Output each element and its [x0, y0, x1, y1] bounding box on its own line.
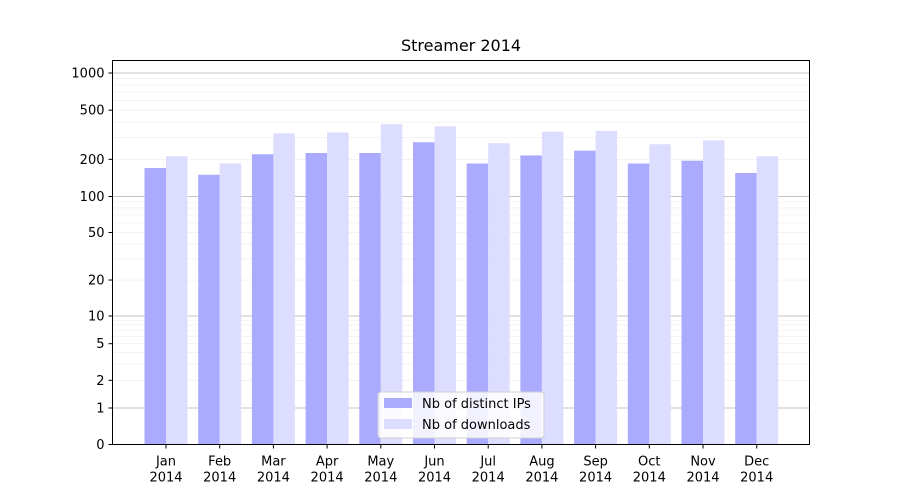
x-tick-label-month: May — [367, 455, 394, 470]
x-tick-label-year: 2014 — [740, 471, 773, 486]
y-tick-label: 20 — [88, 274, 105, 289]
x-tick-label-year: 2014 — [686, 471, 719, 486]
bar-distinct-ips — [735, 172, 757, 445]
bar-downloads — [273, 133, 295, 445]
bar-distinct-ips — [574, 150, 596, 445]
bar-distinct-ips — [198, 174, 220, 445]
x-tick-label-month: Jan — [155, 455, 176, 470]
bar-distinct-ips — [305, 153, 328, 445]
bar-downloads — [595, 130, 618, 445]
bar-downloads — [434, 126, 456, 445]
x-tick-label-month: Feb — [208, 455, 231, 470]
bar-distinct-ips — [413, 142, 435, 445]
y-tick-label: 5 — [96, 337, 104, 352]
x-tick-label-month: Nov — [690, 455, 716, 470]
y-tick-label: 200 — [80, 153, 105, 168]
y-tick-label: 50 — [88, 226, 105, 241]
y-tick-label: 100 — [80, 190, 105, 205]
y-tick-label: 1000 — [71, 67, 104, 82]
x-tick-label-month: Apr — [316, 455, 339, 470]
bar-downloads — [541, 131, 564, 445]
y-tick-label: 1 — [96, 402, 104, 417]
bar-downloads — [166, 156, 188, 445]
y-tick-label: 10 — [88, 310, 105, 325]
bar-downloads — [649, 144, 671, 445]
x-tick-label-year: 2014 — [149, 471, 182, 486]
legend: Nb of distinct IPs Nb of downloads — [377, 391, 545, 439]
bar-distinct-ips — [359, 153, 381, 445]
x-tick-label-year: 2014 — [418, 471, 451, 486]
bar-downloads — [756, 156, 779, 445]
legend-swatch — [384, 398, 412, 408]
bars-layer — [144, 124, 779, 445]
legend-box — [377, 391, 545, 439]
bar-distinct-ips — [681, 160, 703, 445]
x-tick-label-month: Dec — [744, 455, 769, 470]
bar-downloads — [219, 163, 242, 445]
x-tick-label-month: Aug — [529, 455, 554, 470]
chart-title: Streamer 2014 — [401, 36, 521, 55]
x-tick-label-month: Oct — [638, 455, 660, 470]
y-tick-label: 0 — [96, 438, 104, 453]
x-tick-label-year: 2014 — [311, 471, 344, 486]
x-tick-label-year: 2014 — [472, 471, 505, 486]
x-tick-label-year: 2014 — [579, 471, 612, 486]
plot-frame — [112, 60, 810, 445]
bar-downloads — [380, 124, 403, 445]
x-tick-label-year: 2014 — [364, 471, 397, 486]
bar-downloads — [327, 132, 349, 445]
x-tick-label-year: 2014 — [525, 471, 558, 486]
x-tick-label-month: Mar — [261, 455, 286, 470]
bar-distinct-ips — [251, 154, 274, 445]
bar-distinct-ips — [144, 168, 166, 445]
bar-distinct-ips — [466, 163, 489, 445]
x-axis: Jan2014Feb2014Mar2014Apr2014May2014Jun20… — [149, 444, 773, 486]
x-tick-label-year: 2014 — [633, 471, 666, 486]
bar-distinct-ips — [520, 155, 542, 445]
legend-label: Nb of distinct IPs — [422, 397, 531, 412]
y-axis: 0 1 2 5 10 20 50 100 200 500 1000 — [71, 67, 113, 453]
x-tick-label-month: Jul — [479, 455, 496, 470]
y-tick-label: 2 — [96, 374, 104, 389]
x-tick-label-month: Sep — [583, 455, 608, 470]
x-tick-label-year: 2014 — [257, 471, 290, 486]
y-tick-label: 500 — [80, 104, 105, 119]
bar-distinct-ips — [627, 163, 650, 445]
x-tick-label-year: 2014 — [203, 471, 236, 486]
bar-downloads — [703, 140, 725, 445]
legend-swatch — [384, 419, 412, 429]
bar-downloads — [488, 143, 510, 445]
legend-label: Nb of downloads — [422, 418, 531, 433]
x-tick-label-month: Jun — [423, 455, 444, 470]
